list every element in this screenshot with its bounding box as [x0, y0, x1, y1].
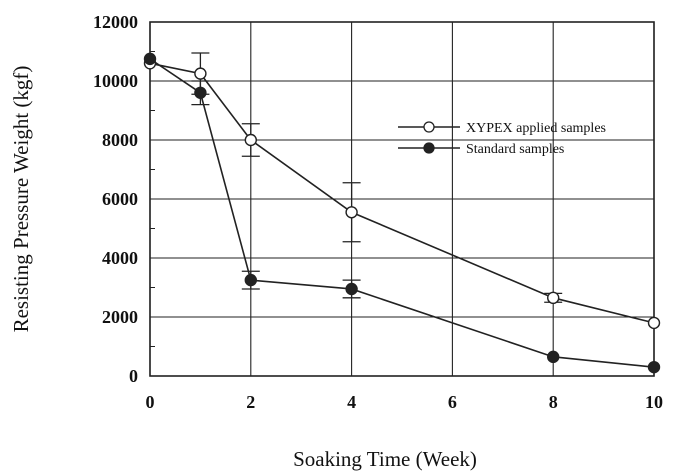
y-axis-title: Resisting Pressure Weight (kgf): [9, 66, 33, 333]
series-1: [143, 52, 661, 374]
series-line-1: [149, 58, 655, 368]
plot-frame: [149, 21, 655, 377]
series-group: [143, 52, 661, 374]
y-tick-label-5: 10000: [93, 71, 138, 91]
y-tick-label-3: 6000: [102, 189, 138, 209]
series-0: [143, 52, 661, 330]
x-tick-label-2: 4: [347, 392, 356, 412]
grid: [149, 21, 655, 377]
legend-label-1: Standard samples: [466, 142, 564, 157]
x-tick-labels: 0 2 4 6 8 10: [146, 392, 664, 412]
data-point-open: [194, 67, 207, 80]
data-point-open: [345, 206, 358, 219]
data-point-filled: [647, 360, 661, 374]
y-tick-label-1: 2000: [102, 307, 138, 327]
data-point-filled: [143, 52, 157, 66]
y-tick-label-2: 4000: [102, 248, 138, 268]
x-tick-label-4: 8: [549, 392, 558, 412]
legend-marker-1: [423, 142, 435, 154]
legend-marker-0: [423, 121, 435, 133]
legend: XYPEX applied samples Standard samples: [398, 121, 606, 157]
x-tick-label-3: 6: [448, 392, 457, 412]
y-tick-labels: 0 2000 4000 6000 8000 10000 12000: [93, 12, 138, 386]
y-tick-label-0: 0: [129, 366, 138, 386]
x-tick-label-0: 0: [146, 392, 155, 412]
y-tick-label-6: 12000: [93, 12, 138, 32]
y-tick-label-4: 8000: [102, 130, 138, 150]
data-point-filled: [345, 282, 358, 296]
data-point-filled: [244, 273, 258, 287]
data-point-open: [244, 133, 258, 147]
x-tick-label-1: 2: [246, 392, 255, 412]
legend-label-0: XYPEX applied samples: [466, 121, 606, 136]
data-point-filled: [547, 350, 560, 364]
x-axis-title: Soaking Time (Week): [293, 447, 477, 471]
data-point-filled: [194, 86, 207, 100]
data-point-open: [547, 291, 560, 305]
series-line-0: [149, 62, 655, 324]
x-tick-label-5: 10: [645, 392, 663, 412]
data-point-open: [647, 316, 661, 330]
